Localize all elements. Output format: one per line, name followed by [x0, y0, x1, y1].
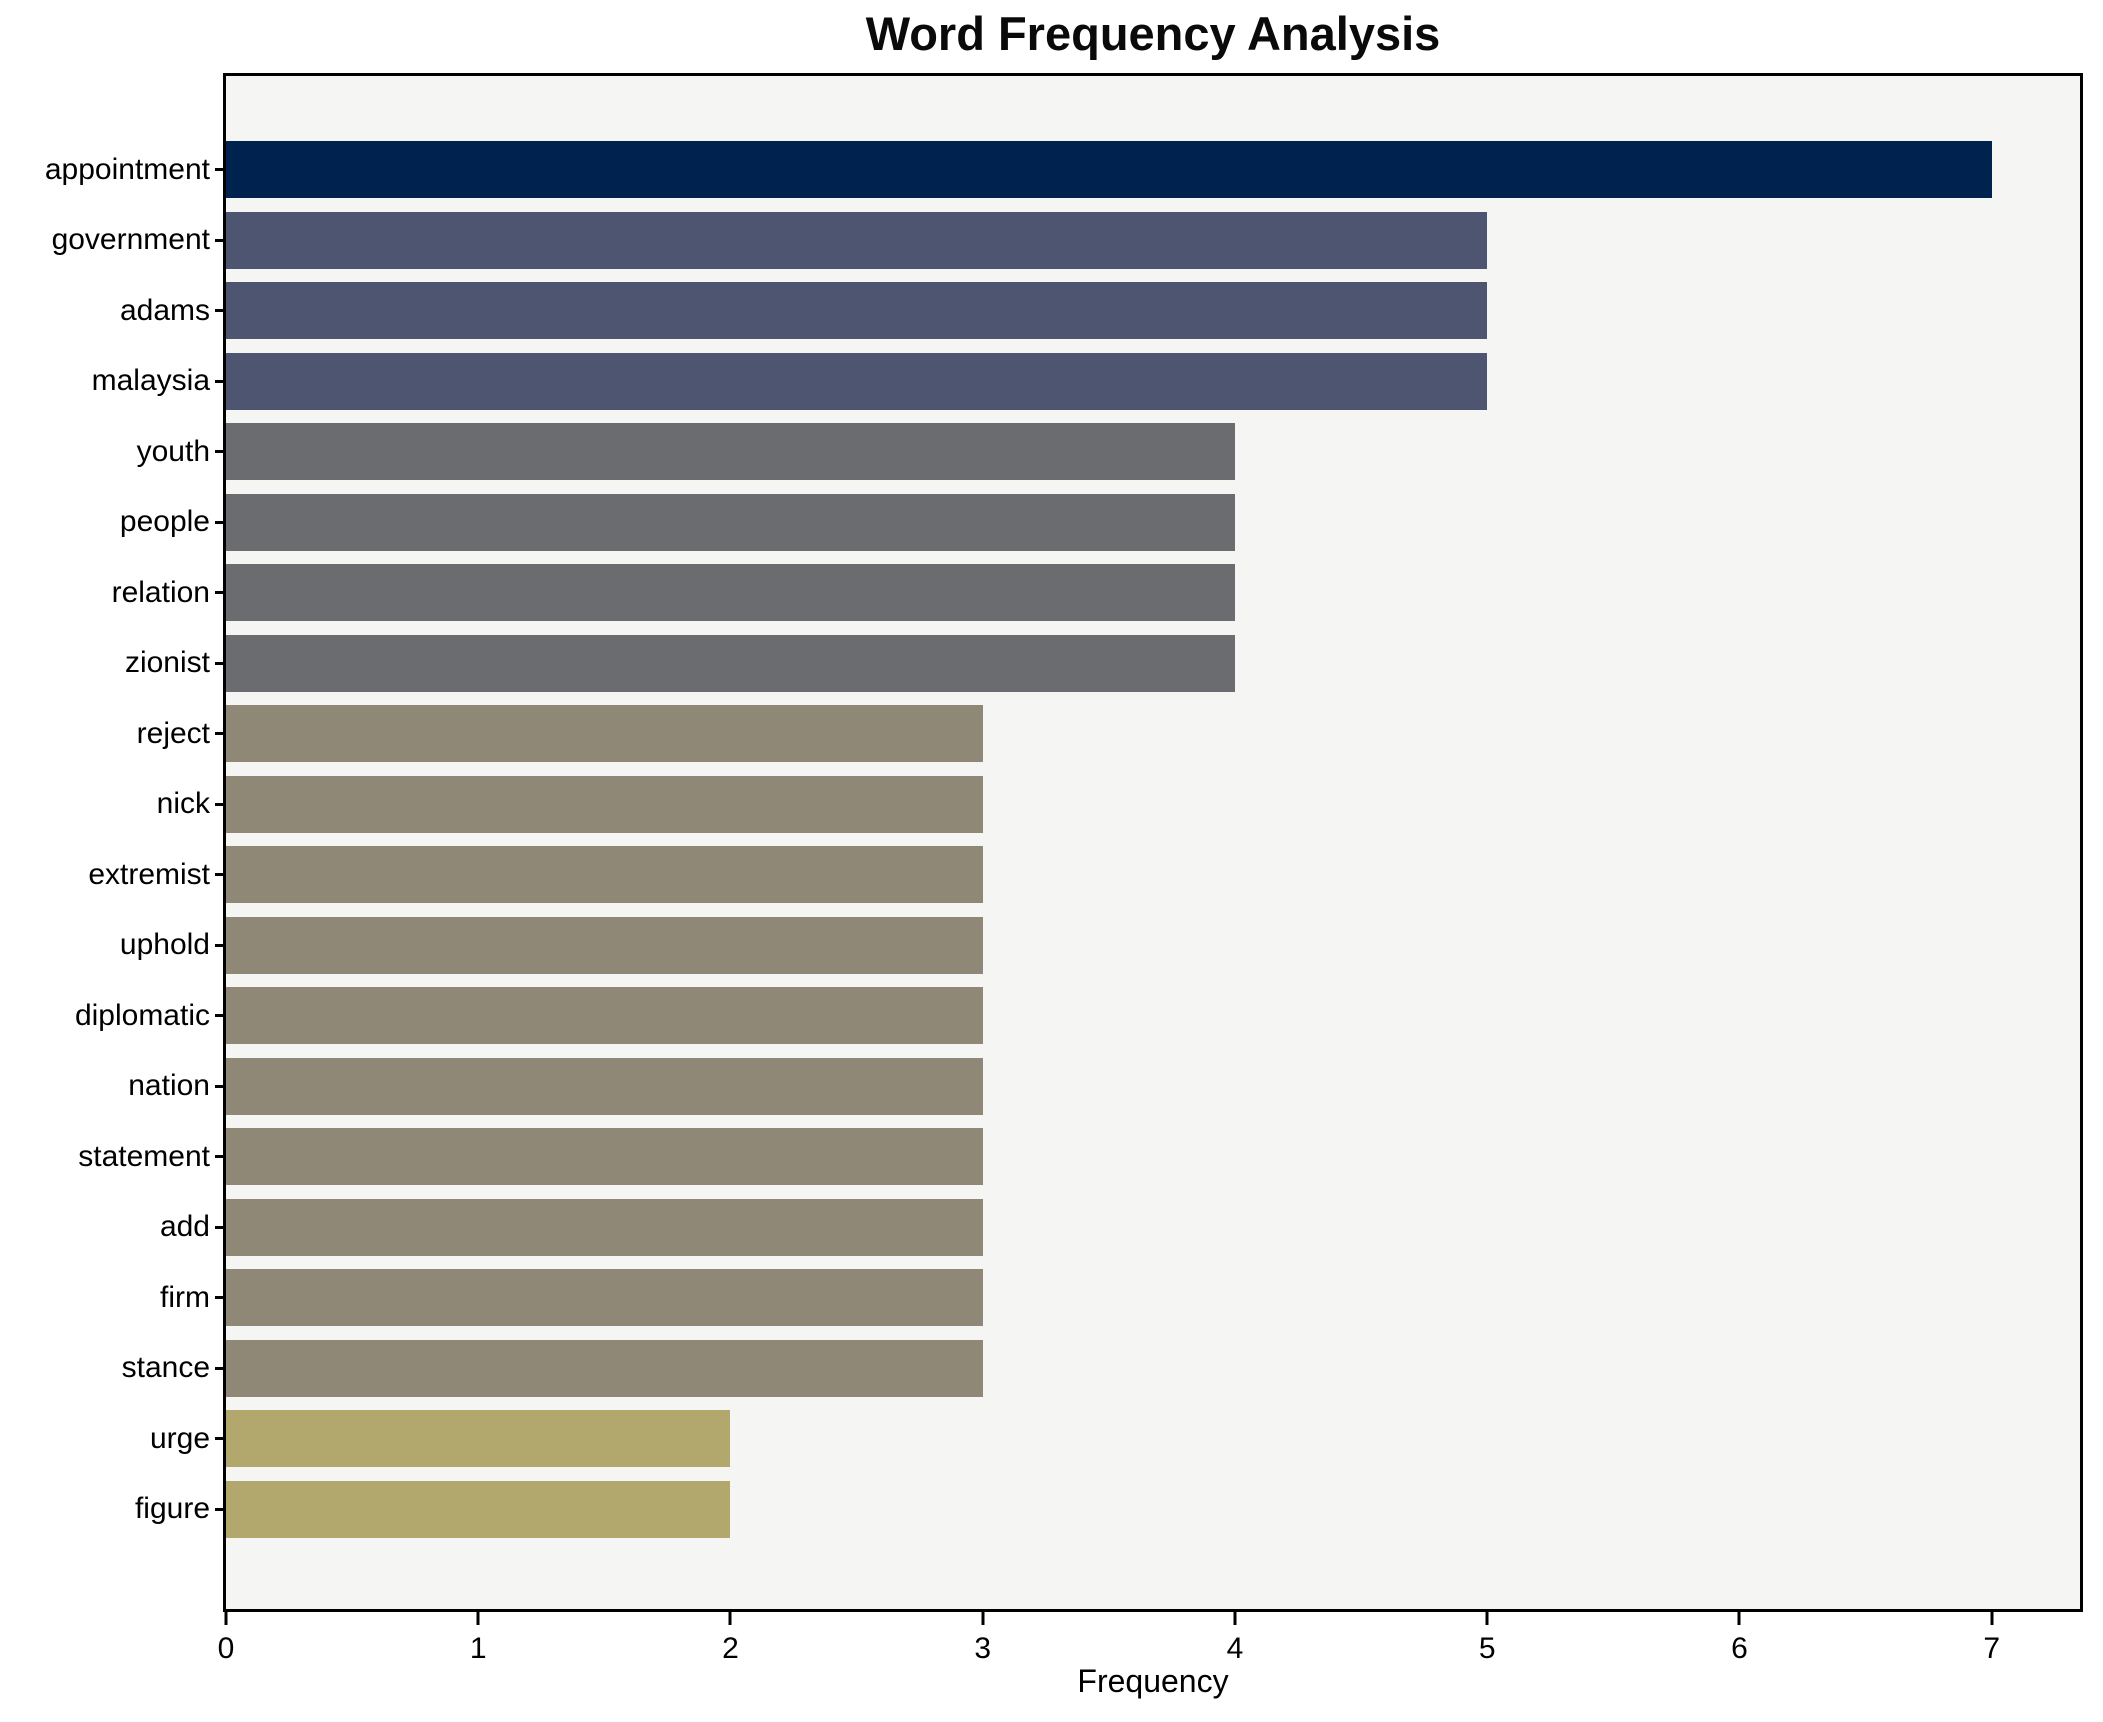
x-tick-label: 2 — [722, 1632, 739, 1665]
bar — [226, 493, 1235, 551]
y-tick-label: government — [51, 223, 210, 256]
y-tick-label: figure — [134, 1492, 210, 1525]
bar — [226, 352, 1488, 410]
y-tick — [215, 1155, 223, 1158]
x-tick-label: 5 — [1478, 1632, 1496, 1665]
bar — [226, 141, 1992, 198]
bar — [226, 1480, 731, 1538]
y-tick-label: people — [119, 505, 210, 538]
x-tick-label: 7 — [1983, 1632, 2001, 1665]
y-tick — [215, 802, 223, 806]
y-tick-label: uphold — [119, 928, 210, 961]
x-tick — [224, 1612, 228, 1625]
x-tick — [1737, 1612, 1741, 1625]
bar — [226, 916, 983, 974]
bar — [226, 211, 1488, 269]
y-tick-label: diplomatic — [74, 998, 210, 1032]
chart-title: Word Frequency Analysis — [865, 7, 1441, 60]
bar — [226, 1128, 983, 1185]
x-tick-label: 6 — [1731, 1632, 1748, 1665]
y-tick — [215, 1437, 223, 1440]
y-tick — [215, 661, 223, 665]
y-tick — [215, 309, 223, 312]
y-tick-label: urge — [149, 1421, 210, 1455]
y-tick — [215, 1366, 223, 1370]
y-tick — [215, 450, 223, 453]
y-tick — [215, 873, 223, 876]
bar — [226, 282, 1488, 339]
x-tick-label: 4 — [1226, 1632, 1244, 1665]
y-tick-label: extremist — [88, 857, 210, 891]
bar — [226, 1269, 983, 1326]
x-tick — [476, 1612, 480, 1625]
y-tick — [215, 1296, 223, 1299]
y-tick-label: malaysia — [91, 364, 210, 397]
bar — [226, 775, 983, 833]
bar — [226, 564, 1235, 621]
y-tick — [215, 1507, 223, 1511]
y-tick-label: youth — [136, 434, 210, 468]
x-axis-label: Frequency — [1077, 1663, 1229, 1699]
y-tick — [215, 238, 223, 242]
y-tick-label: stance — [121, 1351, 210, 1384]
bar — [226, 1057, 983, 1115]
y-tick-label: nick — [156, 787, 210, 820]
y-tick-label: appointment — [44, 152, 210, 186]
y-tick-label: statement — [78, 1139, 210, 1173]
y-tick-label: zionist — [124, 646, 210, 679]
bar — [226, 987, 983, 1044]
x-tick-label: 3 — [974, 1632, 992, 1665]
y-tick-label: firm — [160, 1280, 210, 1314]
y-tick — [215, 943, 223, 947]
y-tick-label: add — [159, 1210, 210, 1243]
y-tick — [215, 520, 223, 524]
bar — [226, 634, 1235, 692]
y-tick-label: adams — [119, 293, 210, 327]
bar — [226, 1410, 731, 1467]
y-tick — [215, 1014, 223, 1017]
bar — [226, 1339, 983, 1397]
bar — [226, 423, 1235, 480]
y-tick — [215, 168, 223, 171]
bar — [226, 846, 983, 903]
x-tick-label: 0 — [217, 1632, 235, 1665]
y-tick — [215, 732, 223, 735]
y-tick — [215, 379, 223, 383]
x-tick — [1233, 1612, 1237, 1625]
x-tick — [1990, 1612, 1994, 1625]
x-tick — [981, 1612, 985, 1625]
y-tick-label: reject — [136, 716, 210, 750]
y-tick — [215, 1084, 223, 1088]
y-tick-label: nation — [128, 1069, 210, 1102]
x-tick — [728, 1612, 732, 1625]
plot-area: appointment government adams malaysia youth p… — [45, 73, 2083, 1665]
bar — [226, 1198, 983, 1256]
x-tick — [1485, 1612, 1489, 1625]
x-tick-label: 1 — [469, 1632, 487, 1665]
bar — [226, 705, 983, 762]
y-tick-label: relation — [111, 575, 210, 609]
y-tick — [215, 1225, 223, 1229]
y-tick — [215, 591, 223, 594]
